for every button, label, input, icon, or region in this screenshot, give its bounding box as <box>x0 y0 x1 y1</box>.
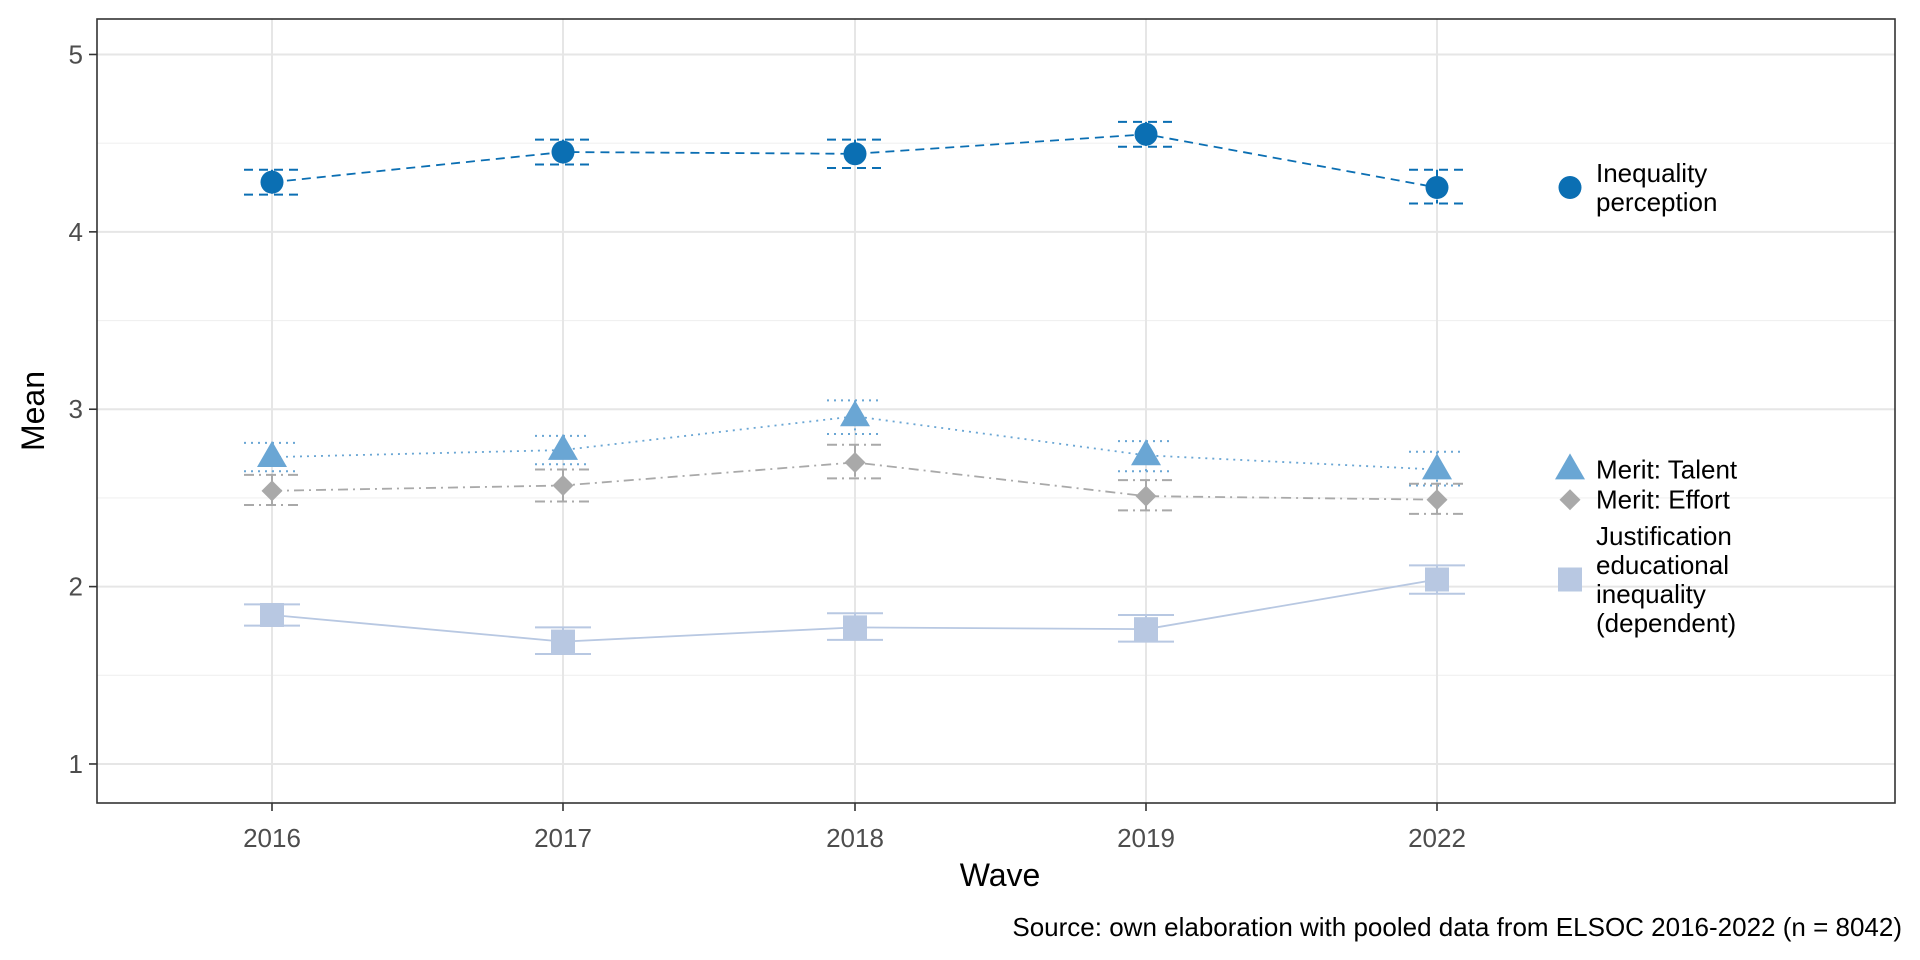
data-point <box>548 433 578 460</box>
data-point <box>843 615 867 640</box>
series-line <box>271 461 1438 501</box>
data-point <box>261 480 283 502</box>
legend-label: Merit: Effort <box>1596 485 1731 515</box>
grid-lines <box>97 19 1895 803</box>
data-point <box>1426 489 1448 511</box>
series-3 <box>244 564 1465 656</box>
x-axis-title: Wave <box>960 857 1041 893</box>
data-point <box>1425 567 1449 592</box>
data-point <box>1134 122 1158 146</box>
data-point <box>843 142 867 166</box>
axes: 1 2 3 4 5 2016 2017 2018 2019 2022 <box>69 39 1466 853</box>
series-0 <box>244 120 1465 205</box>
data-point <box>552 474 574 496</box>
data-point <box>257 440 287 467</box>
y-tick-label: 4 <box>69 217 83 247</box>
legend-label: (dependent) <box>1596 608 1736 638</box>
data-point <box>551 140 575 164</box>
legend-label: Justification <box>1596 521 1732 551</box>
data-point <box>1135 485 1157 507</box>
legend-key <box>1558 176 1582 200</box>
series-2 <box>244 443 1465 515</box>
y-tick-label: 5 <box>69 39 83 69</box>
legend-key <box>1558 567 1582 592</box>
y-axis-title: Mean <box>15 371 51 451</box>
legend-item: Merit: Talent <box>1555 453 1738 485</box>
data-point <box>840 400 870 427</box>
x-tick-label: 2018 <box>826 823 884 853</box>
legend-label: perception <box>1596 187 1717 217</box>
plot-border <box>96 18 1896 804</box>
data-point <box>1134 617 1158 642</box>
data-point <box>844 451 866 473</box>
x-tick-label: 2019 <box>1117 823 1175 853</box>
series-layer <box>244 120 1465 656</box>
legend-label: educational <box>1596 550 1729 580</box>
legend-label: inequality <box>1596 579 1706 609</box>
legend-key <box>1555 453 1585 480</box>
data-point <box>1422 453 1452 480</box>
series-line <box>271 133 1438 189</box>
data-point <box>260 170 284 194</box>
series-1 <box>244 399 1465 487</box>
x-tick-label: 2016 <box>243 823 301 853</box>
legend-label: Merit: Talent <box>1596 455 1738 485</box>
legend-label: Inequality <box>1596 158 1707 188</box>
y-tick-label: 3 <box>69 394 83 424</box>
y-tick-label: 2 <box>69 572 83 602</box>
source-caption: Source: own elaboration with pooled data… <box>1012 912 1902 942</box>
legend-item: Merit: Effort <box>1559 485 1731 515</box>
data-point <box>1131 439 1161 466</box>
legend-item: Justificationeducationalinequality(depen… <box>1558 521 1736 638</box>
y-tick-label: 1 <box>69 749 83 779</box>
legend-key <box>1559 489 1581 511</box>
data-point <box>1425 176 1449 200</box>
data-point <box>260 602 284 627</box>
x-tick-label: 2017 <box>534 823 592 853</box>
data-point <box>551 629 575 654</box>
x-tick-label: 2022 <box>1408 823 1466 853</box>
